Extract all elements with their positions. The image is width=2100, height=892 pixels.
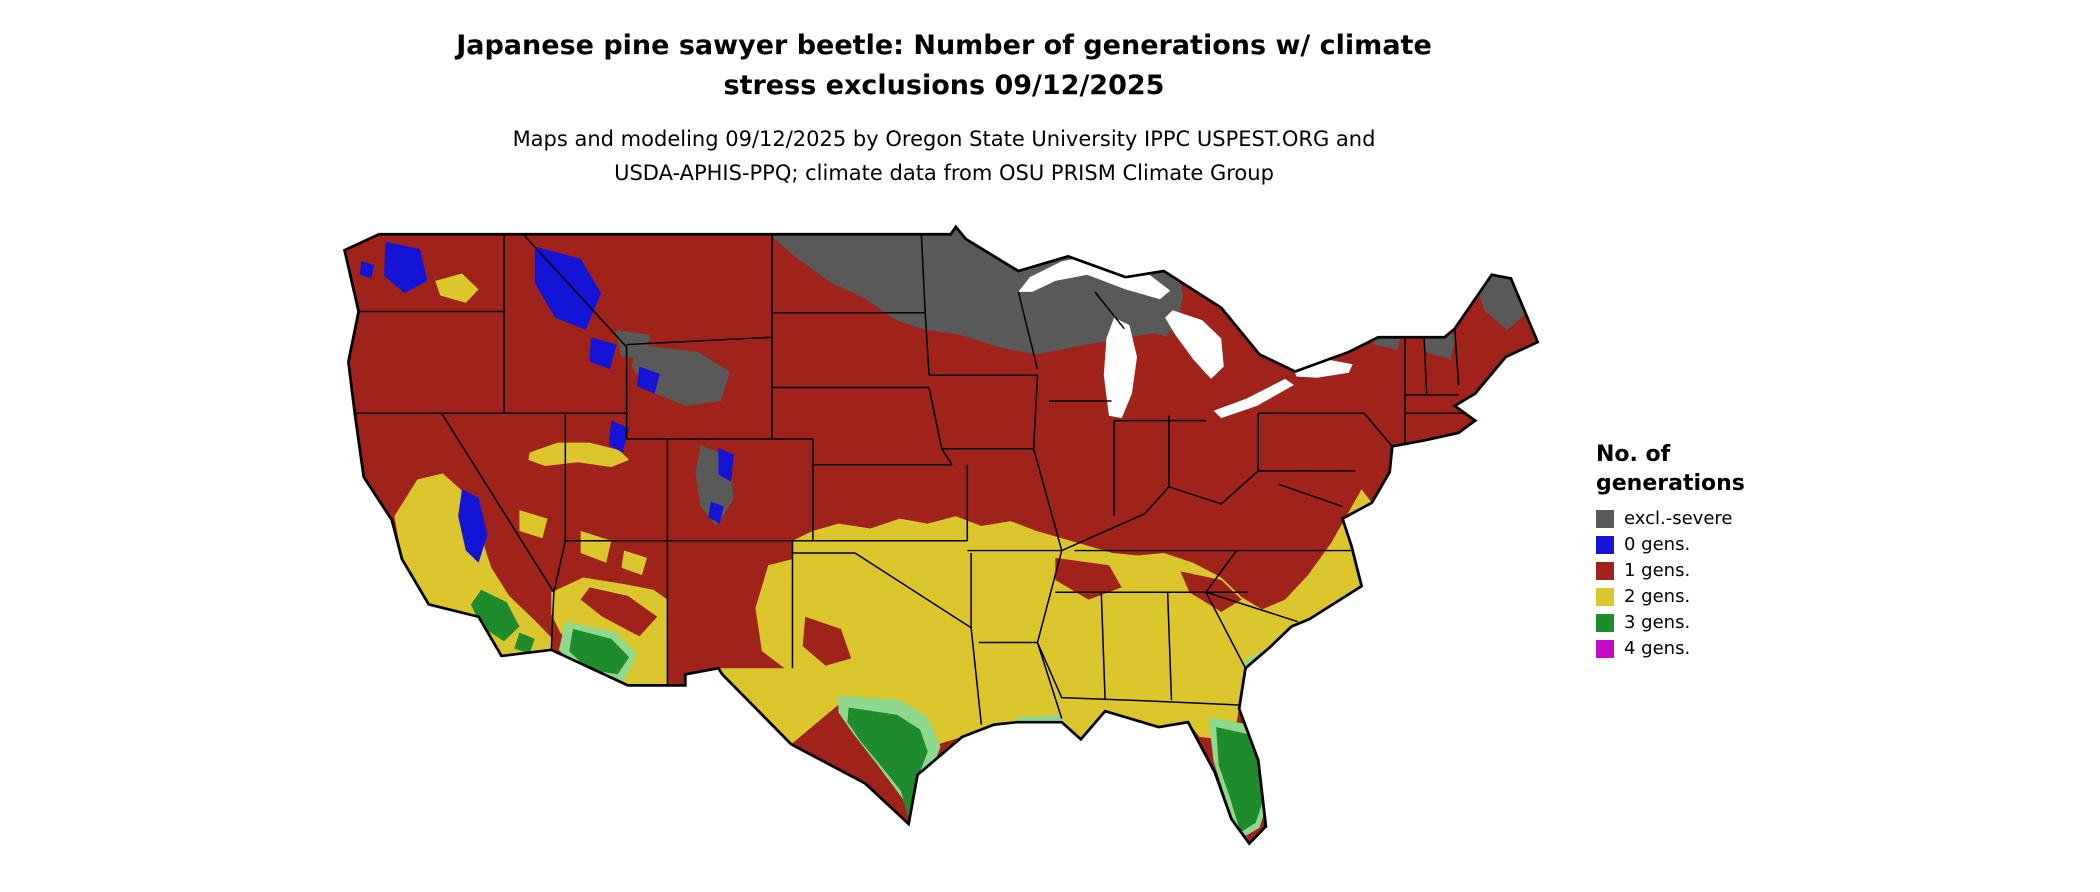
lake-michigan <box>1103 317 1138 419</box>
region-3-gens <box>470 589 1265 833</box>
legend-item: 1 gens. <box>1596 558 1856 584</box>
lake-erie <box>1213 378 1294 419</box>
us-map-svg <box>343 225 1540 845</box>
legend-item: 3 gens. <box>1596 610 1856 636</box>
legend-item: 2 gens. <box>1596 584 1856 610</box>
us-generations-map <box>328 222 1553 884</box>
map-title-line1: Japanese pine sawyer beetle: Number of g… <box>456 30 1432 61</box>
legend-item-label: 2 gens. <box>1624 586 1691 607</box>
legend-swatch <box>1596 640 1614 658</box>
legend-item-label: excl.-severe <box>1624 508 1733 529</box>
legend-item: excl.-severe <box>1596 506 1856 532</box>
legend-item-label: 3 gens. <box>1624 612 1691 633</box>
map-title: Japanese pine sawyer beetle: Number of g… <box>0 26 1888 106</box>
legend-item-label: 0 gens. <box>1624 534 1691 555</box>
legend-swatch <box>1596 588 1614 606</box>
map-subtitle-line2: USDA-APHIS-PPQ; climate data from OSU PR… <box>614 161 1274 185</box>
lake-huron <box>1165 310 1224 379</box>
region-2-gens <box>394 273 1372 747</box>
legend-item: 4 gens. <box>1596 636 1856 662</box>
legend-title: No. of generations <box>1596 440 1856 498</box>
legend-swatch <box>1596 614 1614 632</box>
legend: No. of generations excl.-severe 0 gens. 1 … <box>1596 440 1856 662</box>
state-borders <box>354 233 1464 725</box>
region-0-gens <box>359 241 1537 563</box>
map-title-line2: stress exclusions 09/12/2025 <box>723 70 1165 101</box>
map-subtitle: Maps and modeling 09/12/2025 by Oregon S… <box>0 122 1888 190</box>
lake-ontario <box>1293 359 1353 378</box>
great-lakes <box>1018 253 1353 419</box>
legend-title-line1: No. of <box>1596 442 1671 467</box>
legend-swatch <box>1596 510 1614 528</box>
map-subtitle-line1: Maps and modeling 09/12/2025 by Oregon S… <box>512 127 1376 151</box>
legend-items: excl.-severe 0 gens. 1 gens. 2 gens. 3 gens.… <box>1596 506 1856 662</box>
legend-swatch <box>1596 562 1614 580</box>
legend-title-line2: generations <box>1596 471 1745 496</box>
legend-item-label: 1 gens. <box>1624 560 1691 581</box>
legend-item: 0 gens. <box>1596 532 1856 558</box>
legend-swatch <box>1596 536 1614 554</box>
legend-item-label: 4 gens. <box>1624 638 1691 659</box>
